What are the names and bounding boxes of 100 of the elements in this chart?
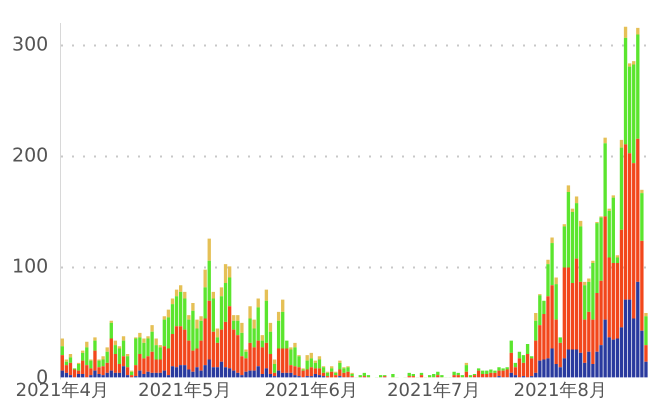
bar xyxy=(624,26,628,38)
bar xyxy=(640,190,644,194)
bar xyxy=(114,340,118,346)
bar xyxy=(76,374,80,378)
bar xyxy=(554,277,558,284)
bar xyxy=(216,337,220,343)
bar xyxy=(281,312,284,348)
bar xyxy=(583,285,586,320)
bar xyxy=(334,372,338,376)
bar xyxy=(174,367,178,378)
bar xyxy=(314,368,318,374)
bar xyxy=(208,360,211,378)
bar xyxy=(158,347,162,360)
bar xyxy=(85,347,88,366)
bar xyxy=(636,28,640,34)
bar xyxy=(603,138,607,144)
bar xyxy=(501,368,505,371)
bar xyxy=(130,372,134,376)
bar xyxy=(220,287,224,296)
bar xyxy=(485,374,488,378)
bar xyxy=(154,372,158,378)
bar xyxy=(60,355,64,371)
bar xyxy=(101,366,105,376)
bar xyxy=(566,350,570,378)
bar xyxy=(228,306,232,368)
bar xyxy=(150,372,154,378)
bar xyxy=(612,195,615,198)
bar xyxy=(306,370,309,376)
bar xyxy=(183,330,186,366)
bar xyxy=(481,374,484,378)
x-tick-label: 2021年8月 xyxy=(514,380,607,401)
bar xyxy=(306,360,309,370)
bar xyxy=(526,344,530,354)
bar xyxy=(150,352,154,373)
bar xyxy=(106,347,109,352)
bar xyxy=(620,148,624,230)
bar xyxy=(106,352,109,363)
bar xyxy=(264,290,268,301)
bar xyxy=(162,346,166,371)
bar xyxy=(81,360,84,374)
bar xyxy=(330,368,334,372)
y-tick-label: 200 xyxy=(12,144,48,166)
bar xyxy=(293,366,297,376)
bar xyxy=(272,364,276,373)
bar xyxy=(464,365,468,372)
bar xyxy=(310,352,313,358)
x-tick-label: 2021年6月 xyxy=(264,380,358,401)
bar xyxy=(272,360,276,364)
bar xyxy=(60,338,64,346)
bar xyxy=(342,372,346,378)
bar xyxy=(391,374,395,378)
bar xyxy=(644,345,648,362)
bar xyxy=(93,370,97,378)
bar xyxy=(64,372,68,378)
bar xyxy=(346,372,350,378)
bar xyxy=(236,315,240,321)
bar xyxy=(542,360,546,378)
bar xyxy=(310,367,313,376)
bar xyxy=(350,374,354,376)
bar xyxy=(603,320,607,378)
bar xyxy=(97,374,101,378)
bar xyxy=(476,370,480,378)
bar xyxy=(436,372,440,376)
bar xyxy=(285,348,288,373)
bar xyxy=(110,322,113,338)
bar xyxy=(510,340,513,353)
bar xyxy=(306,355,309,361)
bar xyxy=(232,370,236,378)
bar xyxy=(493,372,497,378)
bar xyxy=(362,372,366,376)
bar xyxy=(583,282,586,286)
bar xyxy=(114,372,118,378)
bar xyxy=(81,374,84,378)
bar xyxy=(276,312,280,321)
bar xyxy=(252,320,256,328)
bar xyxy=(64,362,68,366)
bar xyxy=(506,367,509,370)
bar xyxy=(178,326,182,366)
bar xyxy=(93,350,97,371)
y-tick-label: 300 xyxy=(12,34,48,56)
bar xyxy=(644,312,648,316)
bar xyxy=(154,338,158,346)
bar xyxy=(178,365,182,378)
bar xyxy=(276,348,280,371)
bar xyxy=(232,315,236,321)
bar xyxy=(240,322,244,333)
bar xyxy=(106,372,109,378)
bar xyxy=(485,370,488,374)
bar xyxy=(216,328,220,338)
bar xyxy=(578,352,582,378)
bar xyxy=(558,337,562,343)
bar xyxy=(191,302,195,311)
bar xyxy=(314,362,318,368)
bar xyxy=(142,338,146,343)
bar xyxy=(538,360,542,378)
bar xyxy=(281,372,284,378)
bar xyxy=(574,258,578,350)
bar xyxy=(628,63,632,67)
bar xyxy=(289,350,293,366)
bar xyxy=(489,370,493,373)
